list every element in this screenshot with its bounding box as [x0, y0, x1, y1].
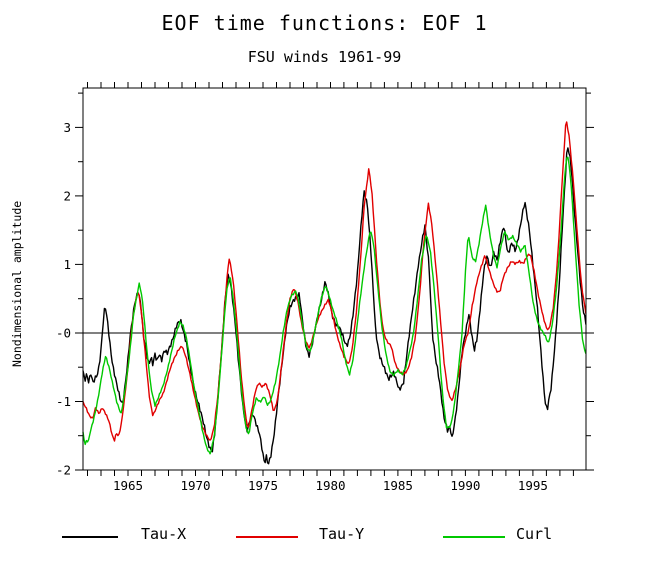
- y-tick-label: -2: [56, 463, 71, 478]
- x-tick-label: 1980: [315, 478, 345, 493]
- x-tick-label: 1975: [248, 478, 278, 493]
- y-tick-label: 2: [63, 188, 71, 203]
- x-tick-label: 1985: [383, 478, 413, 493]
- legend-label-tau-x: Tau-X: [141, 525, 187, 543]
- series-line-tau-x: [82, 147, 587, 465]
- y-tick-label: 1: [63, 257, 71, 272]
- chart-title: EOF time functions: EOF 1: [161, 11, 488, 35]
- legend-label-tau-y: Tau-Y: [319, 525, 365, 543]
- chart-subtitle: FSU winds 1961-99: [247, 48, 402, 66]
- legend-line-curl: [443, 536, 505, 538]
- series-line-curl: [82, 156, 587, 455]
- y-tick-label: -1: [56, 394, 71, 409]
- x-tick-label: 1970: [180, 478, 210, 493]
- legend-line-tau-x: [62, 536, 118, 538]
- x-tick-label: 1965: [113, 478, 143, 493]
- y-tick-label: 3: [63, 120, 71, 135]
- plot-frame: [82, 87, 587, 471]
- series-line-tau-y: [82, 121, 587, 442]
- y-tick-label: -0: [56, 326, 71, 341]
- legend-label-curl: Curl: [516, 525, 553, 543]
- x-tick-label: 1990: [450, 478, 480, 493]
- x-tick-label: 1995: [518, 478, 548, 493]
- legend-line-tau-y: [236, 536, 298, 538]
